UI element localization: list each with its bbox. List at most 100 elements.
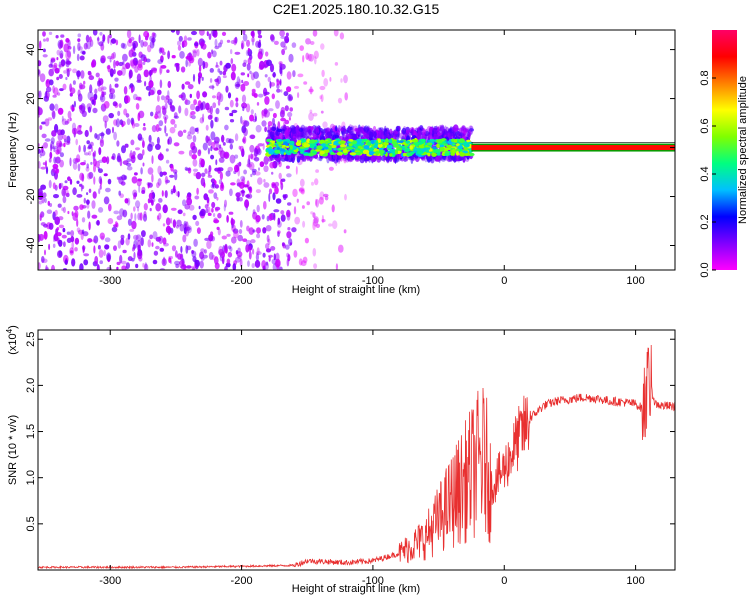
heatmap-cell [96, 37, 100, 41]
heatmap-cell [345, 146, 352, 149]
heatmap-cell [147, 239, 152, 248]
heatmap-cell [157, 89, 162, 96]
heatmap-cell [413, 148, 420, 151]
heatmap-cell [57, 133, 63, 141]
heatmap-cell [160, 95, 166, 101]
heatmap-cell [227, 166, 233, 172]
heatmap-cell [171, 105, 176, 112]
heatmap-cell [439, 147, 445, 152]
heatmap-cell [427, 147, 431, 150]
heatmap-cell [89, 84, 93, 94]
heatmap-cell [311, 181, 314, 186]
heatmap-cell [221, 182, 224, 189]
heatmap-cell [149, 76, 152, 82]
heatmap-cell [147, 167, 154, 175]
heatmap-cell [129, 150, 133, 158]
heatmap-cell [322, 121, 328, 129]
heatmap-cell [175, 250, 178, 258]
heatmap-cell [117, 110, 121, 117]
heatmap-cell [193, 172, 197, 177]
heatmap-cell [150, 69, 153, 75]
heatmap-cell [210, 231, 214, 237]
heatmap-cell [292, 70, 296, 78]
heatmap-cell [82, 51, 86, 55]
heatmap-cell [44, 197, 47, 203]
heatmap-cell [90, 146, 94, 152]
heatmap-cell [164, 190, 168, 199]
heatmap-cell [199, 157, 203, 165]
heatmap-cell [323, 148, 330, 154]
heatmap-cell [97, 245, 101, 250]
heatmap-cell [443, 143, 448, 146]
heatmap-cell [77, 163, 81, 172]
heatmap-cell [328, 223, 333, 227]
heatmap-cell [95, 72, 100, 78]
heatmap-cell [300, 260, 307, 267]
heatmap-cell [138, 256, 143, 262]
heatmap-cell [345, 132, 349, 140]
heatmap-cell [71, 122, 77, 131]
x-tick-label: -300 [99, 275, 121, 287]
heatmap-cell [148, 141, 155, 147]
heatmap-cell [261, 120, 267, 127]
heatmap-cell [209, 78, 213, 83]
heatmap-cell [137, 153, 144, 161]
heatmap-cell [427, 134, 433, 139]
y-tick-label: -40 [25, 238, 37, 254]
heatmap-cell [189, 126, 196, 135]
heatmap-cell [142, 149, 145, 156]
heatmap-cell [204, 204, 209, 209]
heatmap-cell [218, 167, 224, 172]
heatmap-cell [56, 76, 60, 81]
heatmap-cell [151, 125, 157, 133]
heatmap-cell [290, 157, 293, 162]
heatmap-cell [62, 134, 67, 140]
heatmap-cell [171, 55, 176, 59]
heatmap-cell [309, 86, 313, 95]
heatmap-cell [229, 143, 233, 150]
heatmap-cell [110, 38, 117, 44]
heatmap-cell [302, 256, 308, 264]
heatmap-cell [337, 97, 343, 104]
heatmap-cell [162, 171, 168, 176]
heatmap-cell [313, 50, 319, 59]
heatmap-cell [231, 109, 238, 114]
heatmap-cell [230, 71, 236, 81]
heatmap-cell [339, 144, 347, 148]
heatmap-cell [153, 250, 159, 256]
heatmap-cell [296, 198, 299, 203]
heatmap-cell [119, 254, 123, 264]
heatmap-cell [92, 30, 98, 36]
heatmap-cell [193, 238, 198, 247]
heatmap-cell [173, 142, 180, 147]
heatmap-cell [165, 95, 170, 100]
heatmap-cell [225, 137, 231, 144]
heatmap-cell [63, 142, 66, 148]
heatmap-cell [170, 188, 177, 193]
heatmap-cell [118, 176, 124, 185]
heatmap-cell [239, 220, 243, 228]
heatmap-cell [184, 81, 191, 85]
heatmap-cell [254, 259, 261, 268]
heatmap-cell [389, 153, 393, 157]
heatmap-cell [253, 93, 258, 98]
heatmap-cell [456, 143, 460, 147]
heatmap-cell [263, 178, 266, 183]
heatmap-cell [177, 130, 184, 137]
heatmap-cell [170, 30, 176, 33]
heatmap-cell [182, 234, 187, 243]
heatmap-cell [235, 256, 241, 263]
heatmap-cell [242, 30, 246, 36]
heatmap-cell [199, 117, 204, 124]
heatmap-cell [298, 127, 304, 132]
heatmap-cell [50, 59, 53, 67]
heatmap-cell [63, 43, 69, 53]
heatmap-cell [334, 62, 339, 66]
y-tick-label: 2.0 [25, 378, 37, 393]
heatmap-cell [87, 238, 93, 243]
heatmap-cell [270, 246, 276, 251]
heatmap-cell [309, 139, 316, 144]
heatmap-cell [148, 91, 151, 97]
heatmap-cell [43, 38, 46, 42]
heatmap-cell [227, 92, 232, 99]
